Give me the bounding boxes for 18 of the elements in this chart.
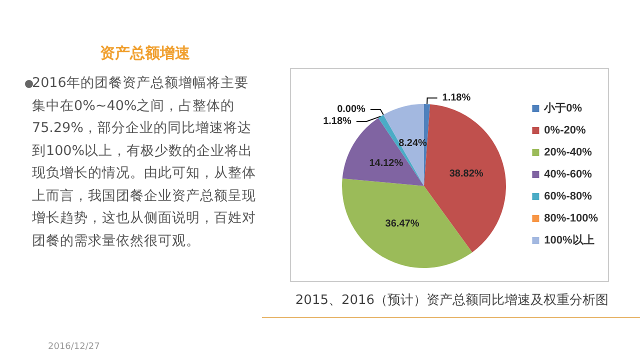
data-label: 14.12%	[369, 158, 404, 170]
legend-label: 80%-100%	[544, 212, 598, 224]
data-label: 38.82%	[449, 168, 484, 180]
data-label: 1.18%	[442, 92, 471, 104]
data-label: 8.24%	[398, 138, 428, 149]
text: 2016年的团餐资产总额增幅将主要集中在0%~40%之间，占整体的75.29%，部分企业的同比增速将达到100%以上，有极少数的企业将出现负增长的情况。由此可知，从整体上而言，我国团餐企业资产总额呈现增长趋势，这也从侧面说明，百姓对团餐的需求量依然很可观。	[32, 74, 257, 250]
legend-label: 0%-20%	[544, 124, 586, 136]
data-label: 1.18%	[323, 116, 352, 128]
text: 2016/12/27	[48, 342, 100, 352]
legend-label: 40%-60%	[544, 168, 592, 180]
text: 资产总额增速	[99, 44, 191, 63]
legend-label: 20%-40%	[544, 146, 592, 158]
data-label: 36.47%	[385, 218, 420, 230]
text: 0.00%	[337, 104, 366, 116]
text: 2015、2016（预计）资产总额同比增速及权重分析图	[294, 292, 610, 309]
legend-label: 60%-80%	[544, 190, 592, 202]
legend-label: 100%以上	[544, 234, 594, 246]
legend-label: 小于0%	[543, 102, 582, 114]
